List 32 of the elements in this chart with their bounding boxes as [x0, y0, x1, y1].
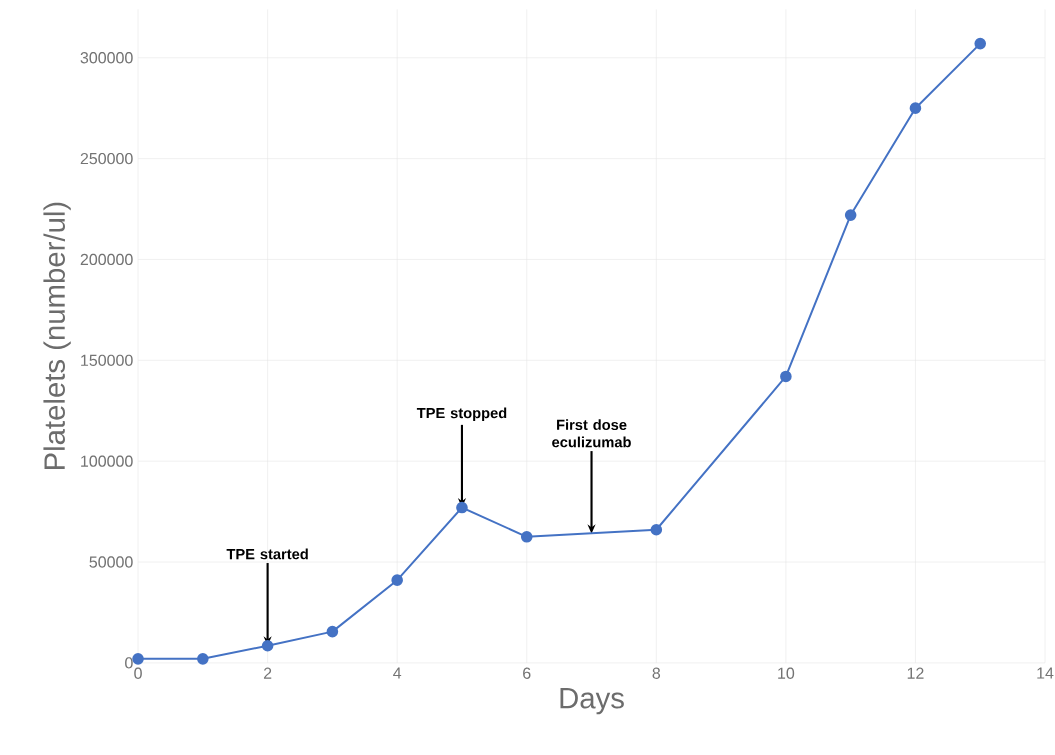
point: [520, 531, 533, 543]
point: [780, 370, 792, 383]
point: [197, 653, 209, 665]
x-axis-title: Days: [560, 688, 624, 715]
y-tick-label: 150000: [81, 354, 133, 367]
point: [974, 37, 987, 50]
x-tick-label: 10: [778, 667, 795, 679]
x-tick-label: 4: [393, 667, 402, 679]
y-tick-label: 100000: [81, 455, 133, 467]
x-tick-label: 12: [907, 667, 924, 679]
annotation: TPE started: [226, 548, 308, 560]
point: [391, 574, 403, 587]
y-tick-label: 0: [125, 657, 133, 669]
point: [909, 102, 922, 115]
annotation: First dose eculizumab: [552, 419, 631, 448]
y-tick-label: 50000: [89, 556, 133, 568]
x-tick-label: 2: [263, 667, 272, 679]
y-tick-label: 250000: [80, 152, 133, 165]
point: [844, 209, 857, 221]
annotation: TPE stopped: [416, 407, 507, 422]
point: [650, 523, 663, 536]
y-tick-label: 300000: [80, 52, 133, 64]
x-tick-label: 0: [134, 667, 142, 679]
point: [132, 653, 144, 665]
point: [261, 639, 274, 652]
x-tick-label: 14: [1037, 667, 1054, 679]
point: [326, 625, 339, 638]
point: [456, 501, 468, 514]
y-tick-label: 200000: [80, 253, 133, 266]
x-tick-label: 8: [652, 667, 661, 679]
x-tick-label: 6: [523, 667, 531, 679]
y-axis-title: Platelets (number/ul): [43, 202, 71, 470]
